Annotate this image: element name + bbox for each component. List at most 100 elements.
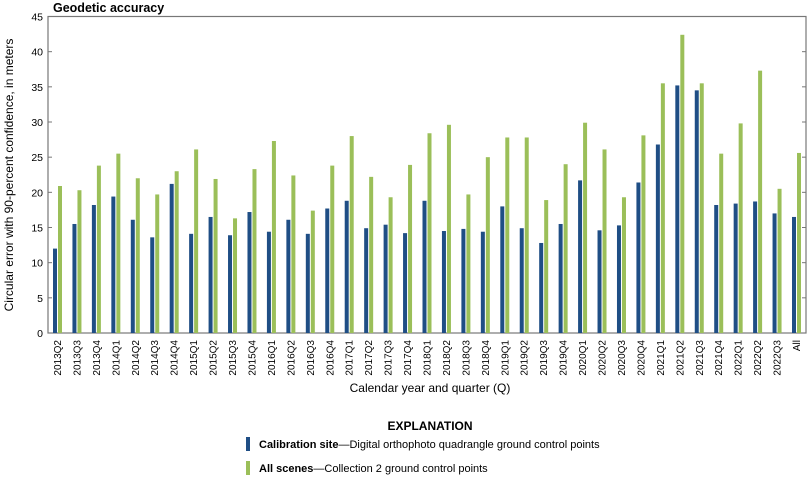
legend-swatch-all-scenes	[246, 461, 250, 475]
bar-all-scenes-2020Q2	[602, 149, 607, 333]
x-tick-label: 2013Q4	[92, 340, 103, 376]
bar-all-scenes-2015Q1	[194, 149, 199, 333]
bar-calibration-site-2014Q3	[150, 237, 155, 333]
bar-calibration-site-2013Q3	[72, 223, 77, 333]
x-tick-label: 2016Q3	[306, 340, 317, 376]
chart-title: Geodetic accuracy	[53, 1, 164, 15]
legend: EXPLANATION Calibration site—Digital ort…	[246, 419, 600, 475]
bar-calibration-site-2014Q1	[111, 196, 116, 333]
bar-all-scenes-2015Q2	[213, 178, 218, 333]
bar-calibration-site-2021Q2	[675, 85, 680, 333]
bar-all-scenes-2014Q1	[116, 153, 121, 333]
x-tick-label: 2015Q4	[247, 340, 258, 376]
x-tick-label: 2021Q3	[695, 340, 706, 376]
bar-all-scenes-2015Q4	[252, 169, 257, 333]
bar-calibration-site-2014Q4	[169, 183, 174, 333]
x-tick-label: 2019Q2	[520, 340, 531, 376]
x-tick-label: 2021Q4	[714, 340, 725, 376]
bars	[53, 34, 801, 334]
legend-item-calibration-site: Calibration site—Digital orthophoto quad…	[259, 439, 600, 451]
bar-calibration-site-2018Q3	[461, 228, 466, 333]
y-tick-label: 30	[31, 117, 43, 129]
bar-calibration-site-2020Q4	[636, 182, 641, 333]
bar-all-scenes-2016Q2	[291, 175, 296, 333]
legend-name: Calibration site	[259, 439, 338, 451]
x-tick-label: 2015Q2	[209, 340, 220, 376]
bar-calibration-site-2017Q1	[344, 200, 349, 333]
bar-all-scenes-2017Q4	[408, 164, 413, 333]
bar-calibration-site-2021Q1	[655, 144, 660, 333]
bar-calibration-site-All	[792, 216, 796, 333]
x-tick-label: 2022Q1	[734, 340, 745, 376]
bar-calibration-site-2016Q2	[286, 219, 291, 333]
bar-all-scenes-2014Q4	[174, 171, 179, 333]
x-tick-label: 2019Q1	[500, 340, 511, 376]
bar-all-scenes-2013Q3	[77, 190, 82, 333]
bar-calibration-site-2022Q3	[772, 213, 777, 333]
x-tick-label: 2018Q1	[423, 340, 434, 376]
x-tick-label: 2022Q3	[773, 340, 784, 376]
y-tick-label: 5	[37, 293, 43, 305]
bar-all-scenes-2020Q4	[641, 135, 646, 333]
y-tick-label: 15	[31, 223, 43, 235]
x-tick-label: 2014Q1	[111, 340, 122, 376]
legend-description: —Digital orthophoto quadrangle ground co…	[338, 439, 600, 451]
y-tick-label: 40	[31, 47, 43, 59]
bar-all-scenes-2020Q3	[621, 197, 626, 333]
x-tick-label: 2013Q2	[53, 340, 64, 376]
bar-calibration-site-2015Q4	[247, 212, 252, 333]
y-tick-label: 35	[31, 82, 43, 94]
plot-frame	[47, 15, 807, 334]
bar-calibration-site-2015Q3	[228, 235, 233, 333]
bar-calibration-site-2022Q1	[733, 203, 738, 333]
x-axis-label: Calendar year and quarter (Q)	[350, 381, 511, 395]
bar-all-scenes-2013Q4	[96, 165, 101, 333]
bar-all-scenes-2021Q1	[660, 83, 665, 333]
bar-calibration-site-2015Q1	[189, 233, 194, 333]
bar-all-scenes-2021Q3	[699, 83, 704, 333]
x-tick-label: 2014Q4	[170, 340, 181, 376]
x-tick-label: 2020Q4	[636, 340, 647, 376]
x-tick-label: 2016Q1	[267, 340, 278, 376]
x-tick-label: 2017Q1	[345, 340, 356, 376]
bar-calibration-site-2020Q1	[578, 180, 583, 333]
legend-swatch-calibration-site	[246, 437, 250, 451]
bar-all-scenes-2016Q3	[310, 210, 315, 333]
x-tick-label: 2019Q3	[539, 340, 550, 376]
x-tick-label: 2020Q2	[598, 340, 609, 376]
x-tick-label: 2020Q1	[578, 340, 589, 376]
bar-all-scenes-2020Q1	[583, 122, 588, 333]
bar-calibration-site-2018Q1	[422, 200, 427, 333]
bar-all-scenes-2017Q1	[349, 136, 354, 333]
y-tick-label: 20	[31, 187, 43, 199]
bar-calibration-site-2015Q2	[208, 216, 213, 333]
legend-item-all-scenes: All scenes—Collection 2 ground control p…	[259, 463, 488, 475]
bar-all-scenes-2019Q2	[524, 137, 529, 333]
y-tick-label: 45	[31, 12, 43, 24]
legend-description: —Collection 2 ground control points	[313, 463, 488, 475]
bar-all-scenes-2018Q3	[466, 194, 471, 333]
bar-all-scenes-2018Q1	[427, 133, 432, 333]
bar-calibration-site-2013Q4	[91, 204, 96, 333]
bar-calibration-site-2018Q4	[480, 231, 485, 333]
legend-name: All scenes	[259, 463, 313, 475]
bar-all-scenes-2016Q4	[330, 165, 335, 333]
bar-all-scenes-2022Q2	[758, 70, 763, 333]
bar-calibration-site-2019Q1	[500, 206, 505, 333]
x-axis: 2013Q2 2013Q3 2013Q4 2014Q1 2014Q2 2014Q3 2014…	[53, 340, 803, 376]
x-tick-label: 2017Q4	[403, 340, 414, 376]
x-tick-label: 2014Q2	[131, 340, 142, 376]
bar-all-scenes-2015Q3	[233, 218, 238, 333]
y-tick-label: 10	[31, 258, 43, 270]
bar-all-scenes-2022Q1	[738, 123, 743, 333]
bar-calibration-site-2017Q4	[403, 233, 408, 333]
x-tick-label: 2021Q1	[656, 340, 667, 376]
y-tick-label: 0	[37, 328, 43, 340]
bar-calibration-site-2016Q3	[305, 233, 310, 333]
x-tick-label: 2013Q3	[72, 340, 83, 376]
x-tick-label: 2018Q2	[442, 340, 453, 376]
x-tick-label: 2016Q2	[286, 340, 297, 376]
bar-all-scenes-2014Q3	[155, 194, 160, 333]
bar-calibration-site-2016Q1	[266, 231, 271, 333]
